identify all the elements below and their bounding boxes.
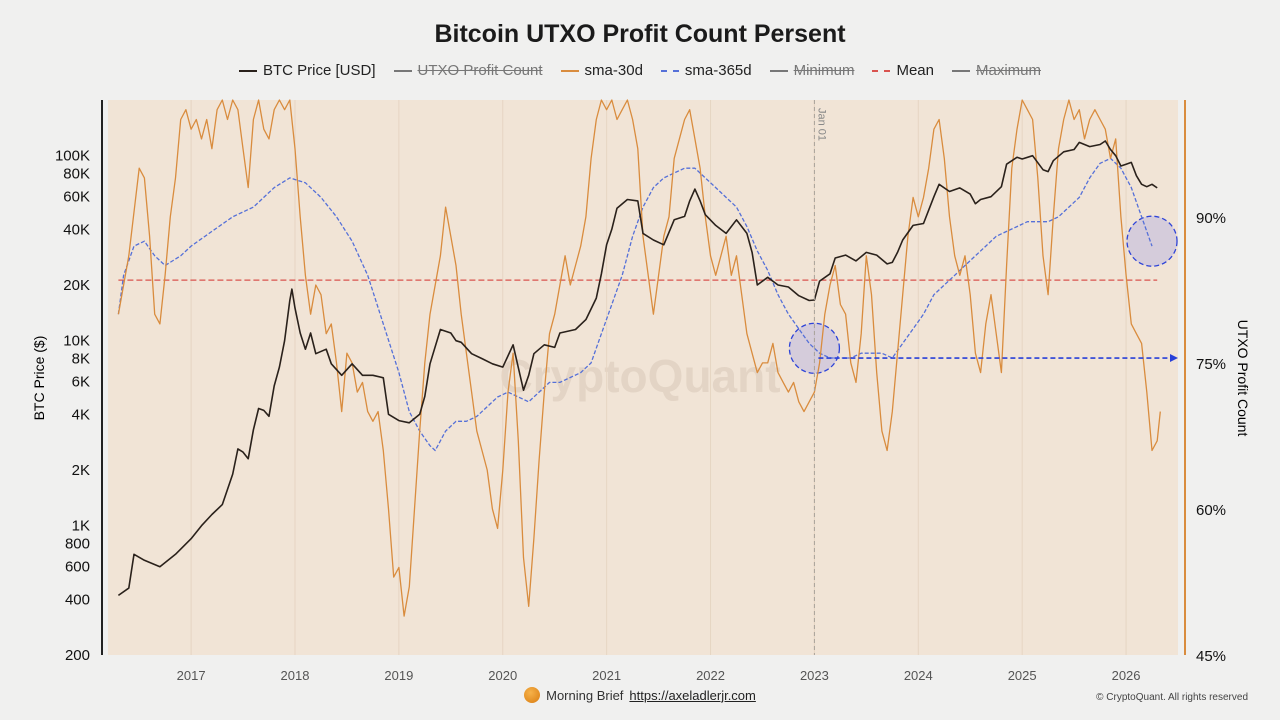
legend-item-btc-price[interactable]: BTC Price [USD] xyxy=(238,62,376,79)
x-tick-label: 2017 xyxy=(177,668,206,683)
legend-item-utxo-profit-count[interactable]: UTXO Profit Count xyxy=(393,62,543,79)
footer-brand: Morning Brief https://axeladlerjr.com xyxy=(0,687,1280,703)
y-left-tick-label: 200 xyxy=(65,647,90,664)
y-axis-label-right: UTXO Profit Count xyxy=(1235,320,1251,437)
legend-label: Minimum xyxy=(793,62,855,79)
legend-swatch xyxy=(769,69,788,72)
y-right-tick-label: 90% xyxy=(1196,210,1226,227)
y-axis-label-left: BTC Price ($) xyxy=(31,336,47,421)
x-tick-label: 2021 xyxy=(592,668,621,683)
legend-item-mean[interactable]: Mean xyxy=(872,62,934,79)
x-tick-label: 2018 xyxy=(281,668,310,683)
y-left-tick-label: 800 xyxy=(65,536,90,553)
x-tick-label: 2025 xyxy=(1008,668,1037,683)
y-left-tick-label: 2K xyxy=(72,462,90,479)
x-tick-label: 2020 xyxy=(488,668,517,683)
copyright-text: © CryptoQuant. All rights reserved xyxy=(1096,692,1248,703)
y-left-tick-label: 8K xyxy=(72,351,90,368)
y-left-tick-label: 1K xyxy=(72,518,90,535)
x-tick-label: 2023 xyxy=(800,668,829,683)
series-line-sma-30d xyxy=(117,99,1161,617)
legend-item-sma-30d[interactable]: sma-30d xyxy=(560,62,643,79)
y-right-ticks: 90% 75% 60% 45% xyxy=(1196,210,1226,665)
y-left-tick-label: 60K xyxy=(63,189,90,206)
x-tick-label: 2026 xyxy=(1112,668,1141,683)
y-left-tick-label: 100K xyxy=(55,148,90,165)
watermark-text: CryptoQuant xyxy=(499,350,780,402)
legend-label: sma-30d xyxy=(584,62,643,79)
axes xyxy=(101,100,1186,655)
legend-label: BTC Price [USD] xyxy=(262,62,376,79)
footer-brand-name: Morning Brief xyxy=(546,687,624,703)
highlight-circle xyxy=(1126,215,1178,267)
series-layer xyxy=(117,99,1161,617)
y-right-tick-label: 60% xyxy=(1196,502,1226,519)
legend-item-maximum[interactable]: Maximum xyxy=(951,62,1041,79)
footer-link[interactable]: https://axeladlerjr.com xyxy=(629,687,756,703)
x-tick-label: 2019 xyxy=(384,668,413,683)
legend-item-sma-365d[interactable]: sma-365d xyxy=(660,62,752,79)
annotation-layer: Jan 01 xyxy=(813,100,827,655)
legend-label: sma-365d xyxy=(684,62,752,79)
y-right-tick-label: 45% xyxy=(1196,648,1226,665)
legend-swatch xyxy=(872,69,891,72)
y-left-tick-label: 80K xyxy=(63,166,90,183)
x-tick-label: 2024 xyxy=(904,668,933,683)
chart-title: Bitcoin UTXO Profit Count Persent xyxy=(434,20,846,48)
y-left-tick-label: 400 xyxy=(65,591,90,608)
plot-area xyxy=(108,100,1178,655)
y-left-tick-label: 4K xyxy=(72,406,90,423)
y-left-tick-label: 6K xyxy=(72,374,90,391)
morning-brief-logo-icon xyxy=(524,687,541,703)
legend-swatch xyxy=(393,69,412,72)
legend-swatch xyxy=(951,69,970,72)
y-left-tick-label: 20K xyxy=(63,277,90,294)
series-line-btc-price-usd xyxy=(117,140,1158,597)
x-tick-label: 2022 xyxy=(696,668,725,683)
projection-arrow-head-icon xyxy=(1170,354,1178,363)
y-left-tick-label: 10K xyxy=(63,333,90,350)
legend-item-minimum[interactable]: Minimum xyxy=(769,62,855,79)
y-left-tick-label: 600 xyxy=(65,559,90,576)
x-ticks: 2017 2018 2019 2020 2021 2022 2023 2024 2025 2026 xyxy=(177,668,1141,683)
legend-swatch xyxy=(238,69,257,72)
legend-swatch xyxy=(560,69,579,72)
legend-swatch xyxy=(660,69,679,72)
y-right-tick-label: 75% xyxy=(1196,356,1226,373)
chart-legend: BTC Price [USD] UTXO Profit Count sma-30… xyxy=(0,62,1280,79)
legend-label: UTXO Profit Count xyxy=(417,62,543,79)
legend-label: Maximum xyxy=(975,62,1041,79)
series-line-sma-365d xyxy=(117,157,1153,452)
y-left-tick-label: 40K xyxy=(63,221,90,238)
legend-label: Mean xyxy=(896,62,934,79)
projection-arrow xyxy=(818,354,1178,363)
annotation-label: Jan 01 xyxy=(815,108,827,141)
